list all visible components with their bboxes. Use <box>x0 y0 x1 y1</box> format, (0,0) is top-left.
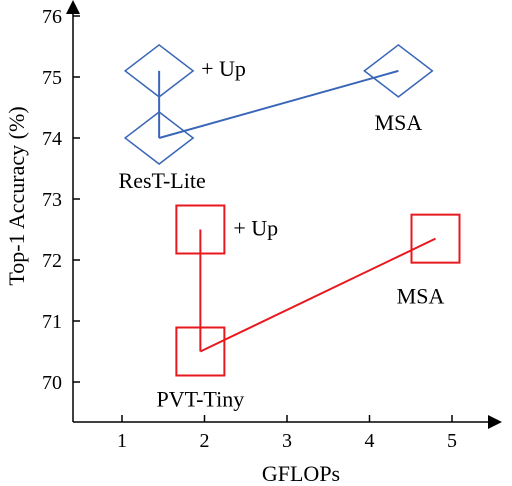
y-tick-label: 73 <box>42 189 62 211</box>
square-marker <box>175 204 226 255</box>
y-tick-label: 72 <box>42 250 62 272</box>
diamond-marker <box>123 111 195 165</box>
y-axis-title: Top-1 Accuracy (%) <box>4 106 29 285</box>
x-axis <box>73 415 502 429</box>
point-label: PVT-Tiny <box>157 387 245 412</box>
square-marker <box>175 326 226 377</box>
connector-line <box>199 237 436 353</box>
y-axis <box>66 0 80 422</box>
y-tick-label: 70 <box>42 372 62 394</box>
x-tick-label: 4 <box>365 430 375 452</box>
point-label: MSA <box>397 284 445 309</box>
x-tick-label: 3 <box>282 430 292 452</box>
point-label: ResT-Lite <box>119 168 206 193</box>
x-ticks: 1 2 3 4 5 <box>117 415 457 452</box>
point-label: + Up <box>233 216 278 241</box>
diamond-marker <box>363 43 434 98</box>
series-0: ResT-Lite + Up MSA <box>119 43 434 193</box>
y-tick-label: 76 <box>42 6 62 28</box>
x-tick-label: 5 <box>447 430 457 452</box>
point-label: + Up <box>201 56 246 81</box>
y-ticks: 70 71 72 73 74 75 76 <box>42 6 80 394</box>
series-1: PVT-Tiny + Up MSA <box>157 204 461 412</box>
square-marker <box>410 213 461 264</box>
x-tick-label: 1 <box>117 430 127 452</box>
connector-line <box>158 69 399 139</box>
x-axis-title: GFLOPs <box>262 461 340 486</box>
diamond-marker <box>123 43 195 98</box>
data-marks: ResT-Lite + Up MSA PVT-Tiny + Up MSA <box>119 43 461 412</box>
y-tick-label: 75 <box>42 67 62 89</box>
point-label: MSA <box>375 110 423 135</box>
x-tick-label: 2 <box>200 430 210 452</box>
y-tick-label: 74 <box>42 128 62 150</box>
y-tick-label: 71 <box>42 311 62 333</box>
